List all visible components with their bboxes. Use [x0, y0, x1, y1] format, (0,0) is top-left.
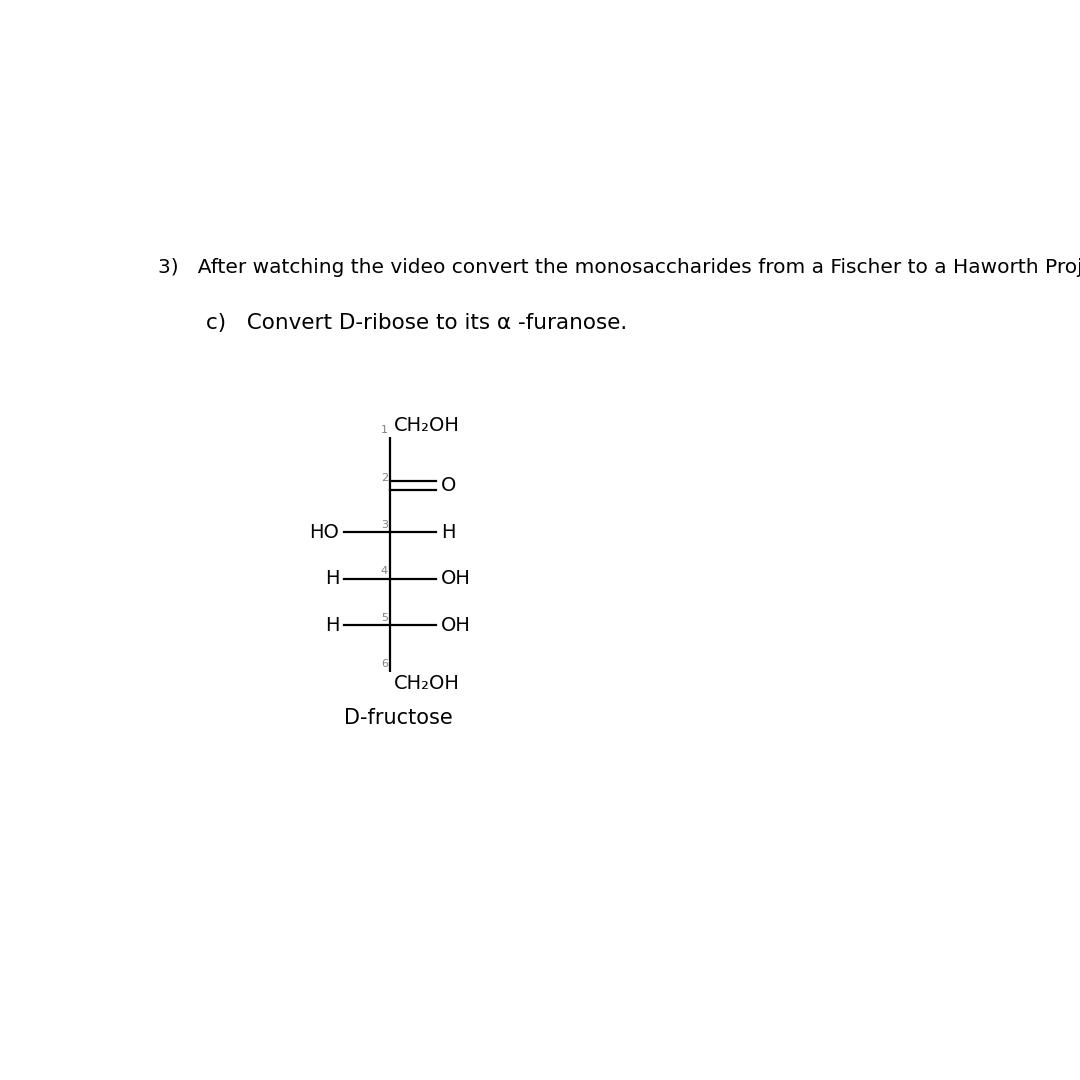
Text: H: H	[325, 569, 339, 589]
Text: HO: HO	[309, 523, 339, 541]
Text: 3: 3	[381, 519, 388, 529]
Text: 2: 2	[380, 473, 388, 483]
Text: 4: 4	[380, 566, 388, 576]
Text: OH: OH	[442, 616, 471, 635]
Text: c)   Convert D-ribose to its α -furanose.: c) Convert D-ribose to its α -furanose.	[206, 312, 627, 333]
Text: CH₂OH: CH₂OH	[393, 416, 459, 435]
Text: 6: 6	[381, 659, 388, 670]
Text: D-fructose: D-fructose	[345, 707, 453, 728]
Text: CH₂OH: CH₂OH	[393, 674, 459, 693]
Text: H: H	[325, 616, 339, 635]
Text: H: H	[442, 523, 456, 541]
Text: 3)   After watching the video convert the monosaccharides from a Fischer to a Ha: 3) After watching the video convert the …	[159, 258, 1080, 278]
Text: OH: OH	[442, 569, 471, 589]
Text: 5: 5	[381, 612, 388, 623]
Text: 1: 1	[381, 424, 388, 435]
Text: O: O	[442, 476, 457, 495]
